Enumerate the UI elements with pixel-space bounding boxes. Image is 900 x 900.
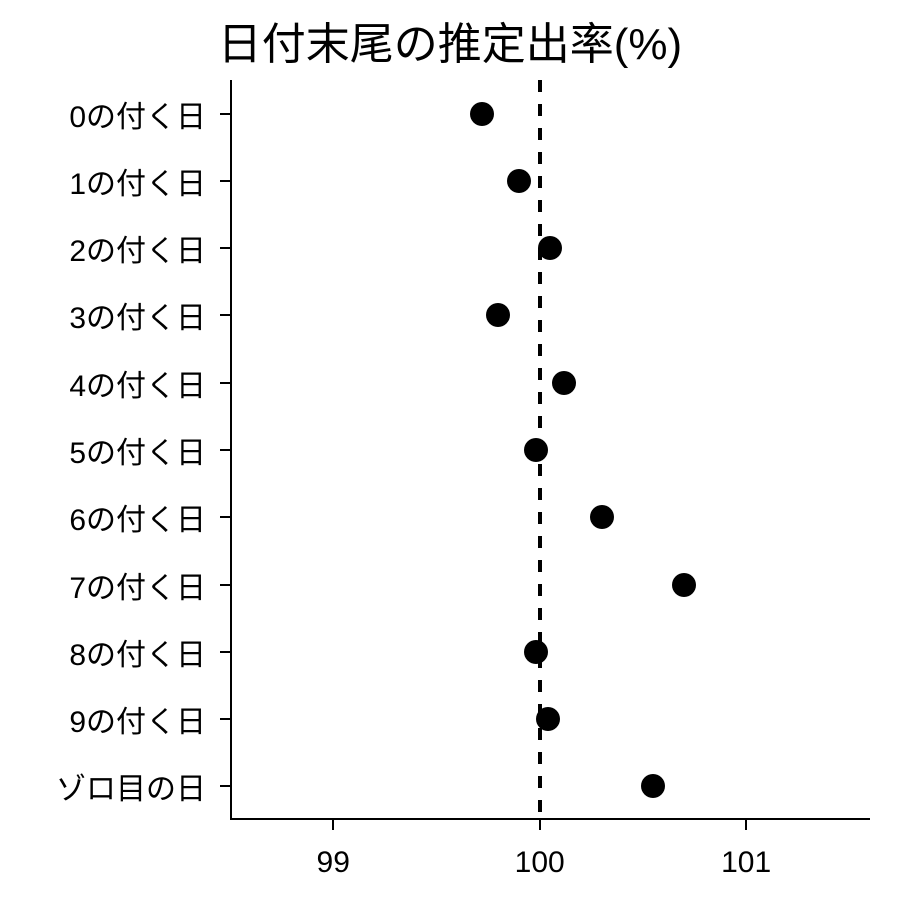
plot-area: 991001010の付く日1の付く日2の付く日3の付く日4の付く日5の付く日6の… — [230, 80, 870, 820]
data-point — [470, 102, 494, 126]
y-tick — [220, 449, 230, 451]
data-point — [536, 707, 560, 731]
data-point — [524, 640, 548, 664]
y-tick-label: 7の付く日 — [69, 563, 206, 607]
y-tick-label: 8の付く日 — [69, 630, 206, 674]
y-tick-label: 4の付く日 — [69, 361, 206, 405]
y-tick-label: 5の付く日 — [69, 428, 206, 472]
data-point — [486, 303, 510, 327]
data-point — [672, 573, 696, 597]
data-point — [524, 438, 548, 462]
data-point — [552, 371, 576, 395]
y-tick — [220, 584, 230, 586]
y-tick — [220, 516, 230, 518]
x-tick — [539, 820, 541, 830]
x-tick-label: 101 — [721, 846, 771, 880]
y-tick-label: 3の付く日 — [69, 293, 206, 337]
data-point — [538, 236, 562, 260]
y-tick — [220, 718, 230, 720]
y-tick — [220, 785, 230, 787]
x-tick — [332, 820, 334, 830]
y-tick-label: 9の付く日 — [69, 697, 206, 741]
y-tick-label: 0の付く日 — [69, 92, 206, 136]
y-tick-label: 6の付く日 — [69, 495, 206, 539]
x-axis-line — [230, 818, 870, 820]
y-axis-line — [230, 80, 232, 820]
data-point — [507, 169, 531, 193]
y-tick — [220, 314, 230, 316]
y-tick — [220, 651, 230, 653]
x-tick-label: 99 — [317, 846, 350, 880]
y-tick — [220, 113, 230, 115]
y-tick-label: ゾロ目の日 — [56, 764, 206, 808]
y-tick — [220, 247, 230, 249]
y-tick — [220, 382, 230, 384]
data-point — [590, 505, 614, 529]
y-tick-label: 2の付く日 — [69, 226, 206, 270]
x-tick — [745, 820, 747, 830]
y-tick-label: 1の付く日 — [69, 159, 206, 203]
y-tick — [220, 180, 230, 182]
data-point — [641, 774, 665, 798]
chart-title: 日付末尾の推定出率(%) — [0, 8, 900, 72]
chart-container: 日付末尾の推定出率(%) 991001010の付く日1の付く日2の付く日3の付く… — [0, 0, 900, 900]
x-tick-label: 100 — [515, 846, 565, 880]
